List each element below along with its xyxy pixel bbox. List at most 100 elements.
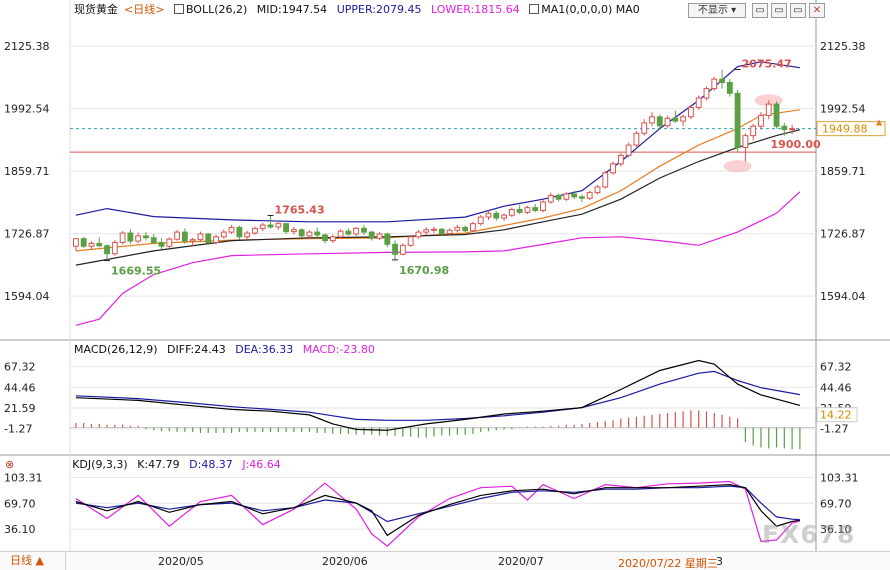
candle-down	[493, 212, 500, 219]
candle-up	[337, 230, 344, 238]
high-price-annotation: 2075.47	[742, 58, 792, 71]
candle-up	[189, 239, 196, 242]
macd-y-tick-left: -1.27	[4, 423, 32, 436]
price-y-tick-right: 1859.71	[820, 165, 866, 178]
boll-upper-line	[75, 61, 800, 223]
kdj-k-line	[75, 483, 800, 537]
candle-up	[88, 242, 95, 247]
macd-title[interactable]: MACD(26,12,9)	[74, 343, 158, 356]
kdj-y-tick-left: 103.31	[4, 471, 43, 484]
candle-up	[695, 97, 702, 108]
display-select[interactable]: 不显示 ▾	[688, 3, 746, 18]
candle-up	[119, 232, 126, 243]
price-panel-header: 现货黄金 <日线> BOLL(26,2) MID:1947.54 UPPER:20…	[74, 2, 646, 18]
candle-down	[181, 231, 188, 242]
window-btn-3[interactable]: ▭	[790, 3, 806, 18]
candle-up	[524, 207, 531, 213]
macd-y-tick-left: 67.32	[4, 361, 36, 374]
kdj-title[interactable]: KDJ(9,3,3)	[72, 458, 128, 471]
candle-down	[283, 223, 289, 233]
close-button[interactable]: ✕	[809, 3, 825, 18]
candle-down	[719, 78, 725, 83]
candle-down	[656, 116, 663, 127]
candle-up	[415, 231, 422, 238]
candle-down	[298, 229, 305, 237]
kdj-d-line	[75, 485, 800, 523]
candle-up	[252, 227, 258, 234]
candle-up	[431, 228, 437, 231]
timeframe-label: 日线	[133, 3, 156, 16]
candle-up	[758, 114, 764, 127]
candle-up	[407, 236, 414, 246]
kdj-k-value: K:47.79	[137, 458, 180, 471]
candle-up	[485, 212, 492, 218]
candle-down	[80, 238, 87, 247]
candle-down	[392, 243, 398, 255]
chevron-down-icon: ▾	[731, 5, 737, 16]
macd-current-tag	[816, 407, 858, 423]
price-tag-arrow-icon: ▲	[876, 118, 883, 127]
price-y-tick-left: 1992.54	[4, 103, 50, 116]
candle-up	[594, 186, 601, 194]
boll-icon	[173, 4, 184, 14]
macd-macd-value: MACD:-23.80	[302, 343, 375, 356]
time-axis-bar: 日线 ▲ 2020/05 2020/06 2020/07 2020/07/22 …	[0, 551, 890, 570]
kdj-panel-header: ⊗ KDJ(9,3,3) K:47.79 D:48.37 J:46.64	[5, 457, 287, 473]
price-y-tick-left: 2125.38	[4, 40, 50, 53]
current-price-tag	[816, 121, 886, 137]
macd-dea-value: DEA:36.33	[235, 343, 294, 356]
date-label-jun: 2020/06	[322, 555, 368, 568]
candle-up	[376, 233, 383, 239]
candle-up	[703, 88, 710, 99]
kdj-j-value: J:46.64	[242, 458, 281, 471]
window-btn-1[interactable]: ▭	[752, 3, 768, 18]
price-y-tick-left: 1594.04	[4, 290, 50, 303]
candle-up	[563, 193, 570, 200]
candle-down	[150, 237, 157, 243]
price-y-tick-right: 1594.04	[820, 290, 866, 303]
candle-down	[438, 228, 445, 235]
low-price-annotation: 1670.98	[399, 264, 449, 277]
candle-down	[726, 81, 733, 94]
candle-up	[664, 117, 671, 127]
candle-up	[306, 231, 313, 237]
ma-label[interactable]: MA1(0,0,0,0) MA0	[541, 3, 640, 16]
boll-mid-value: MID:1947.54	[256, 3, 328, 16]
candle-up	[641, 122, 648, 134]
window-btn-2[interactable]: ▭	[771, 3, 787, 18]
candle-down	[361, 227, 367, 233]
support-price-annotation: 1900.00	[771, 138, 821, 151]
window-btn-1-icon: ▭	[755, 5, 765, 16]
macd-y-tick-right: -1.27	[820, 423, 848, 436]
candle-down	[384, 233, 391, 245]
boll-lower-line	[75, 191, 801, 326]
candle-down	[104, 245, 110, 255]
date-label-jul: 2020/07	[498, 555, 544, 568]
current-price-tag-text: 1949.88	[822, 123, 868, 136]
price-y-tick-right: 2125.38	[820, 40, 866, 53]
boll-label[interactable]: BOLL(26,2)	[185, 3, 248, 16]
boll-mid-line	[75, 129, 801, 266]
settings-icon[interactable]: ⊗	[5, 458, 15, 471]
candle-up	[329, 236, 336, 242]
candle-down	[205, 233, 212, 243]
candle-up	[687, 106, 694, 118]
price-y-tick-left: 1859.71	[4, 165, 50, 178]
timeframe-button[interactable]: 日线 ▲	[0, 552, 66, 570]
candle-down	[555, 194, 562, 200]
kdj-d-value: D:48.37	[189, 458, 233, 471]
candle-up	[547, 194, 554, 203]
candle-up	[602, 172, 609, 188]
candle-down	[158, 241, 165, 247]
boll-upper-value: UPPER:2079.45	[336, 3, 422, 16]
candle-down	[532, 207, 539, 211]
timeframe-open: <	[124, 3, 134, 16]
macd-diff-line	[75, 359, 801, 431]
candle-up	[711, 78, 718, 90]
instrument-name: 现货黄金	[74, 3, 118, 16]
macd-y-tick-left: 44.46	[4, 381, 36, 394]
candle-up	[477, 216, 484, 225]
price-y-tick-left: 1726.87	[4, 228, 50, 241]
low-price-annotation: 1669.55	[111, 265, 161, 278]
macd-y-tick-left: 21.59	[4, 402, 36, 415]
